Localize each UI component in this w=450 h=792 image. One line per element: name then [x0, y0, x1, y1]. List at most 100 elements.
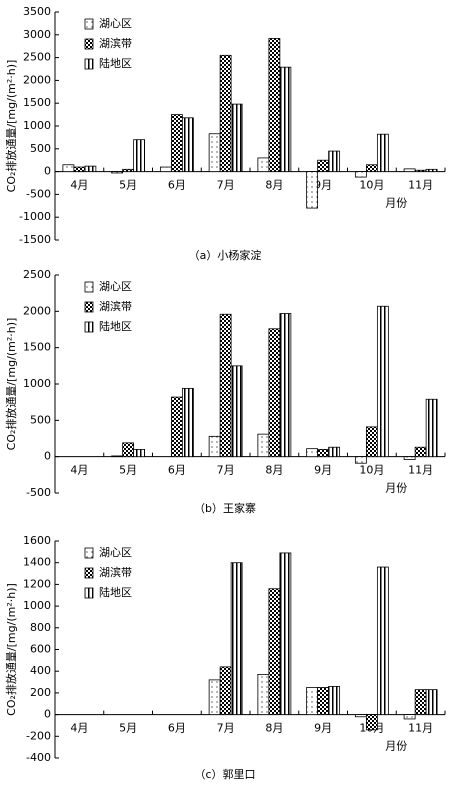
x-tick-label: 8月 — [265, 722, 283, 735]
x-tick-label: 8月 — [265, 179, 283, 192]
y-tick-label: 2000 — [23, 304, 51, 317]
bar — [328, 150, 341, 173]
bar — [170, 396, 183, 458]
legend-label: 湖心区 — [99, 280, 132, 293]
caption: （c）郭里口 — [194, 768, 255, 781]
y-tick-label: 3000 — [23, 28, 51, 41]
bar — [73, 166, 86, 172]
x-tick-label: 9月 — [314, 179, 332, 192]
y-tick-label: 2500 — [23, 268, 51, 281]
legend-swatch — [84, 587, 94, 599]
bar — [268, 328, 281, 458]
bar — [414, 169, 427, 172]
bar — [354, 171, 367, 178]
bar — [425, 168, 438, 173]
bar — [317, 448, 330, 458]
bar — [133, 448, 146, 458]
y-tick-label: 0 — [44, 165, 51, 178]
bar — [365, 164, 378, 172]
bar — [268, 38, 281, 172]
bar — [219, 313, 232, 458]
bar — [328, 685, 341, 716]
y-tick-label: -1000 — [19, 210, 51, 223]
bar — [257, 157, 270, 172]
bar — [111, 171, 124, 174]
y-tick-label: -1500 — [19, 233, 51, 246]
bar — [414, 446, 427, 458]
bar — [230, 562, 243, 716]
x-tick-label: 6月 — [168, 464, 186, 477]
bar — [414, 689, 427, 716]
y-tick-label: 1500 — [23, 96, 51, 109]
bar — [268, 588, 281, 715]
bar — [181, 387, 194, 458]
x-tick-label: 7月 — [217, 179, 235, 192]
x-tick-label: 9月 — [314, 464, 332, 477]
y-axis-title: CO₂排放通量/[mg/(m²·h)] — [4, 60, 18, 193]
legend-swatch — [84, 321, 94, 333]
y-tick-label: 3500 — [23, 5, 51, 18]
legend-label: 湖滨带 — [99, 565, 132, 579]
x-tick-label: 5月 — [119, 179, 137, 192]
bar — [84, 165, 97, 173]
bar — [403, 456, 416, 460]
bar — [208, 679, 221, 716]
x-tick-label: 6月 — [168, 179, 186, 192]
x-tick-label: 4月 — [70, 722, 88, 735]
bar — [279, 66, 292, 173]
y-tick-label: 800 — [30, 621, 51, 634]
bar — [365, 714, 378, 731]
bar — [230, 365, 243, 458]
x-tick-label: 4月 — [70, 464, 88, 477]
y-tick-label: -500 — [26, 187, 51, 200]
legend-swatch — [84, 567, 94, 579]
bar — [159, 166, 172, 172]
x-tick-label: 4月 — [70, 179, 88, 192]
bar — [354, 714, 367, 718]
bar — [306, 171, 319, 209]
x-axis-title: 月份 — [385, 740, 407, 753]
legend-swatch — [84, 301, 94, 313]
bar — [376, 305, 389, 458]
x-tick-label: 11月 — [408, 464, 433, 477]
x-tick-label: 5月 — [119, 464, 137, 477]
bar — [133, 139, 146, 172]
legend-swatch — [84, 38, 94, 50]
y-tick-label: -200 — [26, 729, 51, 742]
legend-label: 湖滨带 — [99, 299, 132, 313]
y-tick-label: 200 — [30, 686, 51, 699]
bar — [376, 133, 389, 172]
legend-label: 湖心区 — [99, 546, 132, 559]
x-tick-label: 9月 — [314, 722, 332, 735]
x-tick-label: 6月 — [168, 722, 186, 735]
bar — [403, 168, 416, 172]
bar — [208, 133, 221, 172]
x-axis-title: 月份 — [385, 482, 407, 495]
y-tick-label: 1000 — [23, 119, 51, 132]
y-tick-label: 1200 — [23, 577, 51, 590]
x-axis-title: 月份 — [385, 197, 407, 210]
bar — [219, 666, 232, 715]
y-tick-label: 500 — [30, 413, 51, 426]
bar — [354, 456, 367, 464]
bar — [62, 164, 75, 172]
bar — [425, 398, 438, 458]
y-tick-label: 1600 — [23, 534, 51, 547]
y-tick-label: 2500 — [23, 51, 51, 64]
y-tick-label: 0 — [44, 450, 51, 463]
x-tick-label: 11月 — [408, 179, 433, 192]
y-axis-title: CO₂排放通量/[mg/(m²·h)] — [4, 318, 18, 451]
x-tick-label: 10月 — [359, 179, 384, 192]
x-tick-label: 11月 — [408, 722, 433, 735]
y-tick-label: 1000 — [23, 599, 51, 612]
bar — [328, 446, 341, 458]
bar — [170, 114, 183, 172]
bar — [279, 552, 292, 715]
caption: （a）小杨家淀 — [189, 248, 262, 262]
bar — [230, 103, 243, 172]
x-tick-label: 10月 — [359, 464, 384, 477]
y-tick-label: 1400 — [23, 556, 51, 569]
y-tick-label: -400 — [26, 751, 51, 764]
legend-swatch — [84, 58, 94, 70]
bar — [122, 442, 135, 458]
